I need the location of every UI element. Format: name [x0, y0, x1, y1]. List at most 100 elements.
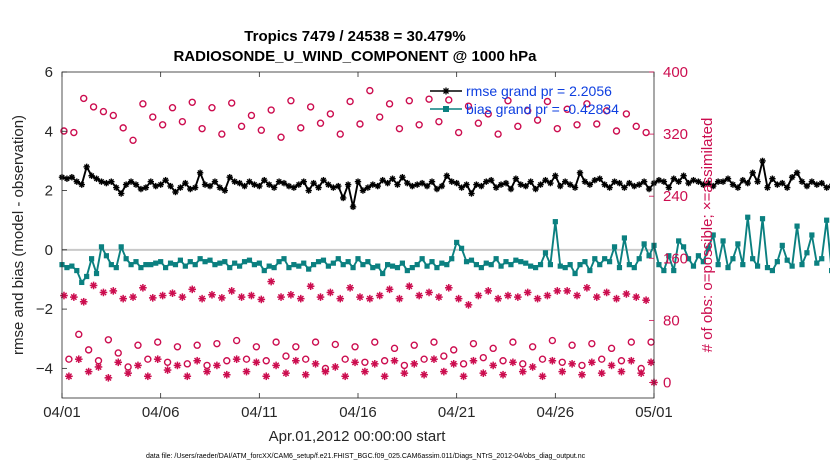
bias-point	[424, 263, 430, 269]
obs-assimilated-marker	[380, 372, 389, 381]
bias-point	[631, 265, 637, 271]
y2-tick-label: 320	[663, 126, 688, 143]
rmse-point	[784, 184, 791, 191]
obs-possible-marker	[297, 124, 305, 132]
rmse-point	[241, 182, 248, 190]
obs-assimilated-marker	[89, 281, 98, 290]
rmse-point	[438, 182, 446, 190]
obs-possible-marker	[514, 122, 522, 131]
series-obs_assimilated	[60, 277, 658, 387]
obs-possible-marker	[524, 107, 532, 115]
obs-possible-marker	[99, 107, 108, 116]
bias-point	[513, 257, 519, 263]
obs-assimilated-marker	[198, 294, 206, 303]
bias-point	[355, 256, 361, 262]
bias-point	[266, 263, 272, 269]
obs-assimilated-marker	[351, 358, 359, 367]
rmse-point	[798, 178, 806, 185]
obs-assimilated-marker	[346, 283, 354, 292]
rmse-point	[655, 176, 663, 184]
obs-assimilated-marker	[65, 372, 73, 381]
rmse-point	[571, 184, 579, 191]
legend-bias-label: bias grand pr = -0.42834	[466, 101, 619, 117]
obs-assimilated-marker	[292, 356, 300, 365]
bias-point	[572, 270, 578, 277]
bias-point	[375, 263, 381, 269]
rmse-point	[542, 176, 549, 184]
rmse-point	[226, 174, 233, 181]
obs-possible-marker	[420, 355, 428, 363]
obs-assimilated-marker	[183, 372, 192, 381]
obs-assimilated-marker	[218, 294, 226, 302]
bias-point	[799, 262, 805, 268]
obs-possible-marker	[336, 130, 344, 138]
rmse-point	[423, 182, 431, 190]
obs-assimilated-marker	[139, 283, 147, 292]
rmse-point	[335, 182, 342, 190]
bias-point	[577, 262, 583, 268]
bias-point	[389, 263, 396, 269]
obs-possible-marker	[361, 358, 369, 366]
bias-point	[552, 219, 558, 225]
bias-point	[676, 238, 682, 244]
obs-assimilated-marker	[341, 372, 349, 381]
obs-assimilated-marker	[356, 293, 364, 301]
obs-assimilated-marker	[410, 360, 419, 368]
obs-assimilated-marker	[272, 361, 280, 370]
obs-possible-marker	[351, 343, 359, 351]
obs-possible-marker	[469, 339, 478, 348]
obs-possible-marker	[173, 343, 182, 351]
rmse-point	[182, 179, 189, 187]
rmse-point	[744, 179, 751, 187]
bias-point	[123, 256, 129, 262]
chart-title-line2: RADIOSONDE_U_WIND_COMPONENT @ 1000 hPa	[173, 48, 537, 65]
obs-assimilated-marker	[257, 295, 266, 304]
rmse-point	[488, 176, 495, 184]
rmse-point	[216, 184, 224, 191]
obs-possible-marker	[311, 338, 320, 346]
obs-assimilated-marker	[336, 294, 345, 303]
y-tick-label: −2	[36, 301, 53, 318]
x-tick-label: 04/11	[241, 404, 277, 421]
bias-point	[434, 265, 440, 271]
bias-point	[118, 244, 124, 250]
rmse-point	[492, 184, 500, 191]
bias-point	[587, 267, 593, 274]
obs-possible-marker	[459, 360, 468, 368]
rmse-point	[443, 172, 450, 179]
bias-point	[261, 267, 267, 274]
bias-point	[804, 250, 810, 256]
rmse-point	[576, 169, 584, 176]
obs-assimilated-marker	[277, 293, 285, 301]
rmse-point	[221, 187, 229, 194]
y2-tick-label: 0	[663, 374, 671, 391]
rmse-point	[719, 178, 727, 185]
bias-point	[705, 245, 711, 251]
obs-assimilated-marker	[568, 360, 576, 368]
rmse-point	[404, 179, 411, 187]
obs-assimilated-marker	[578, 370, 586, 379]
obs-possible-marker	[104, 336, 113, 344]
obs-possible-marker	[129, 136, 137, 145]
rmse-point	[236, 179, 243, 187]
bias-point	[508, 262, 514, 268]
bias-point	[824, 217, 830, 223]
obs-assimilated-marker	[425, 288, 433, 297]
bias-point	[177, 257, 183, 263]
rmse-point	[759, 157, 766, 165]
x-axis-label: Apr.01,2012 00:00:00 start	[269, 428, 447, 445]
rmse-point	[187, 185, 194, 193]
rmse-point	[640, 178, 648, 185]
bias-point	[306, 266, 312, 272]
bias-point	[582, 259, 588, 265]
rmse-point	[769, 175, 776, 182]
obs-assimilated-marker	[188, 285, 197, 294]
bias-point	[192, 262, 198, 268]
rmse-point	[710, 182, 717, 190]
obs-assimilated-marker	[597, 369, 606, 377]
obs-assimilated-marker	[538, 372, 547, 381]
rmse-point	[483, 178, 490, 185]
obs-assimilated-marker	[548, 356, 557, 365]
obs-assimilated-marker	[459, 372, 468, 381]
obs-assimilated-marker	[287, 290, 295, 299]
